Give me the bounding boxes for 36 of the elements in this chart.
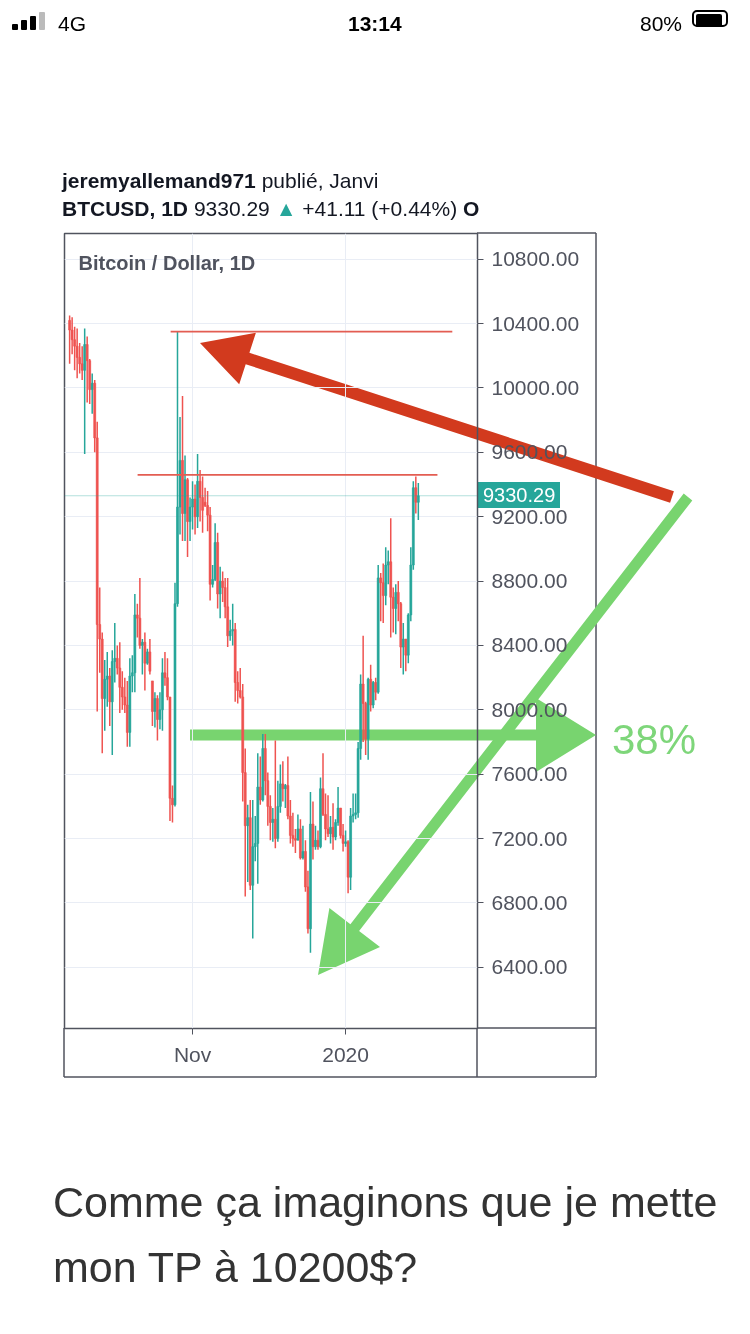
y-tick-label: 6400.00 [491,955,568,979]
text: 4G [58,11,87,37]
candlestick [246,804,250,883]
y-tick-label: 6800.00 [491,890,568,914]
text: Comme ça imaginons que je mette mon TP à 10200$? [53,1177,719,1293]
y-tick-label: 7600.00 [491,762,568,786]
candlestick [344,829,347,848]
x-tick-label: 2020 [322,1042,369,1066]
candlestick [231,602,234,647]
y-tick-label: 8400.00 [491,633,568,657]
candlestick [374,676,377,701]
candlestick [68,314,71,365]
text: 80% [640,11,683,37]
candlestick [299,818,302,861]
chart-subtitle: BTCUSD, 1D 9330.29 ▲ +41.11 (+0.44%) O [62,197,480,220]
chart-title: jeremyallemand971 publié, Janvi [62,169,379,192]
annotation: Bitcoin / Dollar, 1D [78,251,256,274]
candlestick [226,577,229,648]
candlestick [151,680,154,727]
candlestick [216,532,219,610]
x-tick-label: Nov [173,1042,212,1066]
y-tick-label: 9600.00 [491,440,568,464]
text: 13:14 [348,11,402,37]
candlestick [83,327,86,455]
text: 38% [612,715,697,765]
candlestick [118,641,122,714]
y-tick-label: 8800.00 [491,569,568,593]
ref-line-label: 9330.29 [478,482,561,509]
y-tick-label: 10000.00 [491,375,580,399]
candlestick [156,694,159,742]
y-tick-label: 10400.00 [491,311,580,335]
candlestick [161,657,164,732]
candlestick [417,482,420,521]
candlestick [404,638,408,672]
y-tick-label: 10800.00 [491,247,580,271]
y-tick-label: 7200.00 [491,826,568,850]
